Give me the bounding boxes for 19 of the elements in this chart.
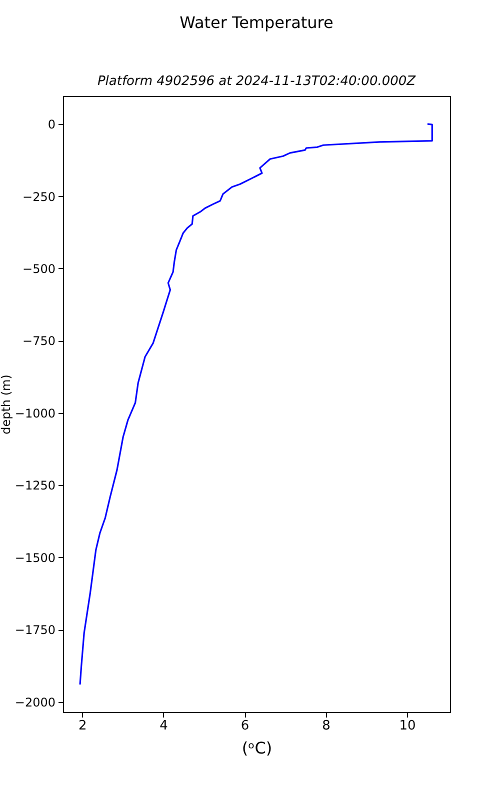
- y-axis-title: depth (m): [0, 374, 13, 434]
- y-tick-label: −500: [22, 262, 56, 276]
- chart-subtitle: Platform 4902596 at 2024-11-13T02:40:00.000Z: [97, 74, 417, 89]
- y-tick-label: −750: [22, 334, 56, 348]
- x-tick-label: 6: [240, 718, 250, 734]
- line-series: [79, 123, 433, 685]
- x-axis-title: (ᵒC): [242, 738, 272, 758]
- x-tick-label: 10: [399, 718, 416, 734]
- y-tick-label: −1000: [14, 406, 56, 420]
- y-tick-label: −250: [22, 190, 56, 204]
- chart-title: Water Temperature: [180, 13, 334, 32]
- y-tick-label: −2000: [14, 695, 56, 710]
- y-tick-label: −1500: [14, 550, 56, 565]
- y-tick-label: 0: [48, 118, 56, 132]
- y-tick-label: −1750: [14, 623, 56, 638]
- x-tick-label: 4: [160, 718, 168, 734]
- x-tick-label: 8: [322, 718, 330, 734]
- x-tick-label: 2: [78, 718, 87, 734]
- y-tick-label: −1250: [14, 478, 56, 493]
